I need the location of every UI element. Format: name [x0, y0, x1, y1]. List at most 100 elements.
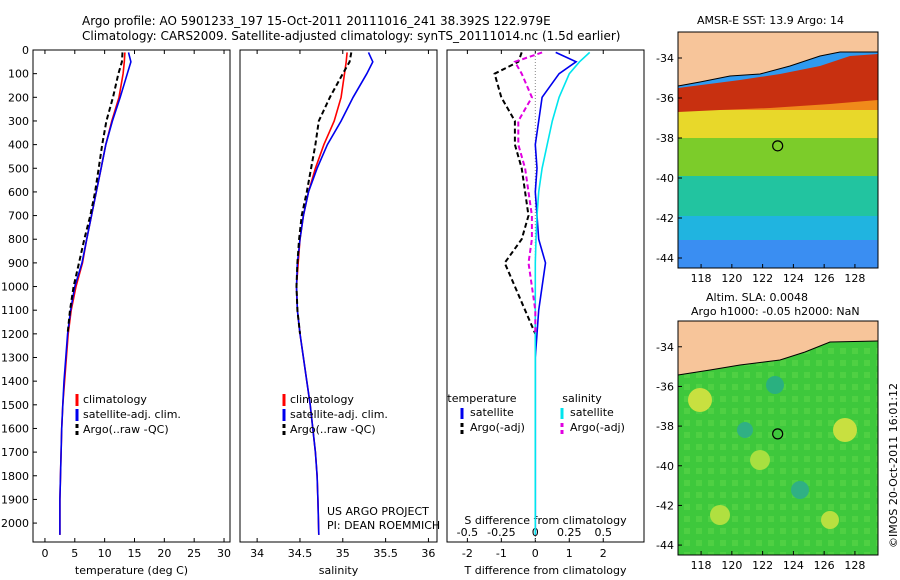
y-tick-label: 1700	[1, 446, 29, 459]
map-y-tick-label: -34	[656, 52, 674, 65]
legend-label: climatology	[83, 393, 147, 406]
sst-warm-band	[678, 54, 878, 112]
x-tick-label: 0	[41, 547, 48, 560]
figure-title-line2: Climatology: CARS2009. Satellite-adjuste…	[82, 29, 621, 43]
sst-band-blue	[678, 240, 878, 268]
series-group	[295, 52, 374, 535]
sla-map	[677, 320, 879, 556]
map-x-tick-label: 126	[814, 272, 835, 285]
y-tick-label: 0	[22, 44, 29, 57]
sla-high-blob	[750, 450, 770, 470]
map-y-tick-label: -40	[656, 172, 674, 185]
map-y-tick-label: -42	[656, 212, 674, 225]
x-tick-label: -1	[496, 547, 507, 560]
sla-map-title-line2: Argo h1000: -0.05 h2000: NaN	[691, 305, 860, 318]
series-line-salinity-satellite	[534, 51, 591, 535]
map-x-tick-label: 118	[691, 559, 712, 572]
map-x-tick-label: 124	[783, 559, 804, 572]
map-y-tick-label: -44	[656, 539, 674, 552]
x-tick-label: -2	[462, 547, 473, 560]
legend-label: Argo(-adj)	[470, 421, 525, 434]
plot-frame	[32, 49, 231, 543]
series-line-satellite-adj-clim-	[295, 52, 374, 535]
map-y-tick-label: -40	[656, 460, 674, 473]
legend-label: satellite-adj. clim.	[290, 408, 388, 421]
sst-map	[677, 31, 879, 269]
map-axes-sla_map: 118 120 122 124 126 128 -34 -36 -38 -40 -42 -44	[656, 341, 865, 572]
sst-coastline	[677, 51, 878, 87]
x-tick-label: 36	[421, 547, 435, 560]
plot-frame	[239, 49, 438, 543]
annotation-text: US ARGO PROJECT	[327, 505, 429, 518]
series-line-satellite-adj-clim-	[59, 52, 132, 535]
map-y-tick-label: -34	[656, 341, 674, 354]
profile-panel-difference: -2 -1 0 1 2 T difference from climatology -0.5…	[446, 49, 645, 577]
y-tick-label: 300	[8, 115, 29, 128]
map-x-tick-label: 128	[844, 272, 865, 285]
sst-band-green	[678, 138, 878, 176]
x-tick-label: 35	[336, 547, 350, 560]
y-tick-label: 900	[8, 257, 29, 270]
map-x-tick-label: 122	[752, 559, 773, 572]
map-y-tick-label: -38	[656, 420, 674, 433]
series-line-salinity-argo-adj-	[513, 51, 543, 334]
map-x-tick-label: 120	[721, 559, 742, 572]
map-x-tick-label: 124	[783, 272, 804, 285]
y-tick-label: 1300	[1, 352, 29, 365]
y-tick-label: 800	[8, 233, 29, 246]
y-tick-label: 100	[8, 68, 29, 81]
y-tick-label: 1100	[1, 304, 29, 317]
map-y-tick-label: -36	[656, 380, 674, 393]
sst-band-teal	[678, 176, 878, 216]
x-tick-label: 30	[217, 547, 231, 560]
profile-panel-salinity: 34 34.5 35 35.5 36 salinity climatology satelli…	[239, 49, 440, 577]
map-x-tick-label: 126	[814, 559, 835, 572]
sla-high-blob	[688, 388, 712, 412]
profile-panels: 0100200300400500600700800900100011001200…	[1, 44, 645, 577]
x-tick-label: 5	[71, 547, 78, 560]
annotation-text: PI: DEAN ROEMMICH	[327, 519, 440, 532]
map-x-tick-label: 128	[844, 559, 865, 572]
series-line-temperature-argo-adj-	[493, 52, 537, 335]
x-tick-label: 20	[157, 547, 171, 560]
sst-land	[678, 32, 878, 86]
legend-label: Argo(..raw -QC)	[290, 423, 376, 436]
sst-band-yellow	[678, 110, 878, 138]
y-tick-label: 1200	[1, 328, 29, 341]
map-y-tick-label: -36	[656, 92, 674, 105]
series-line-argo-raw-qc-	[66, 52, 124, 334]
sla-low-blob	[766, 376, 784, 394]
s-tick-label: 0.25	[557, 526, 582, 539]
sst-band-cyan	[678, 216, 878, 240]
x-axis-label: T difference from climatology	[464, 564, 627, 577]
series-group	[493, 51, 591, 535]
map-y-tick-label: -42	[656, 499, 674, 512]
map-axes-sst_map: 118 120 122 124 126 128 -34 -36 -38 -40 -42 -44	[656, 52, 865, 285]
legend-label: satellite	[570, 406, 614, 419]
x-tick-label: 25	[187, 547, 201, 560]
series-line-argo-raw-qc-	[295, 52, 353, 334]
legend-label: satellite-adj. clim.	[83, 408, 181, 421]
profile-panel-temperature: 0100200300400500600700800900100011001200…	[1, 44, 231, 577]
x-tick-label: 35.5	[373, 547, 398, 560]
map-y-tick-label: -38	[656, 132, 674, 145]
s-tick-label: -0.25	[487, 526, 515, 539]
y-tick-label: 1600	[1, 422, 29, 435]
x-tick-label: 34	[250, 547, 264, 560]
y-tick-label: 700	[8, 210, 29, 223]
argo-position-marker	[772, 428, 784, 440]
sla-low-blob	[791, 481, 809, 499]
y-tick-label: 1500	[1, 399, 29, 412]
plot-frame	[446, 49, 645, 543]
sla-low-blob	[737, 422, 753, 438]
y-tick-label: 200	[8, 91, 29, 104]
series-group	[59, 52, 132, 535]
x-tick-label: 34.5	[288, 547, 313, 560]
sla-high-blob	[833, 418, 857, 442]
y-tick-label: 1800	[1, 470, 29, 483]
map-x-tick-label: 120	[721, 272, 742, 285]
s-tick-label: -0.5	[457, 526, 478, 539]
y-tick-label: 1400	[1, 375, 29, 388]
